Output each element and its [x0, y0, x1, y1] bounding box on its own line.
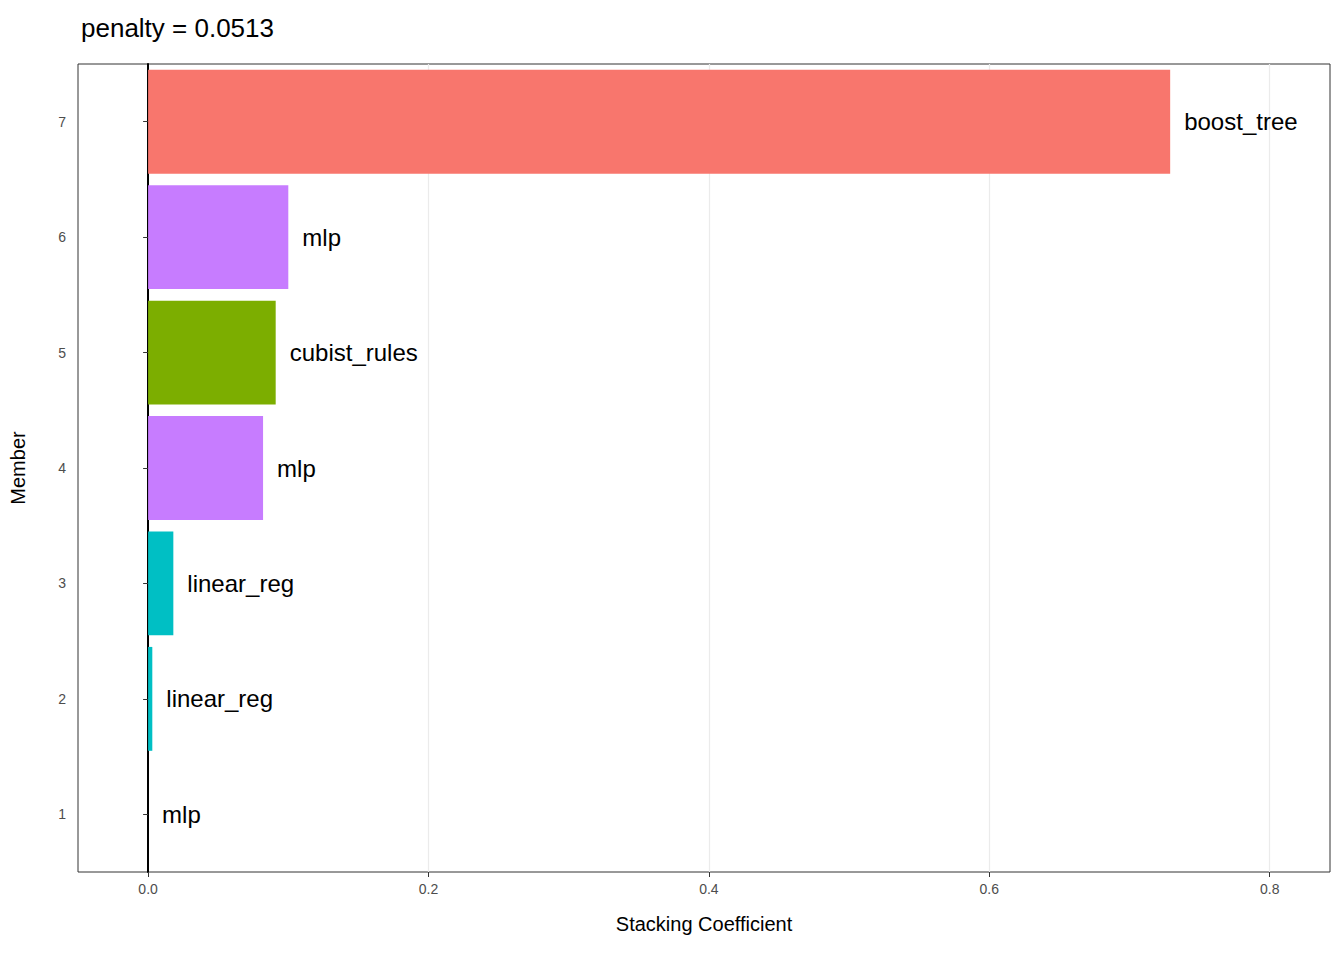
- svg-text:2: 2: [58, 691, 66, 707]
- svg-text:0.0: 0.0: [138, 881, 158, 897]
- svg-text:3: 3: [58, 575, 66, 591]
- svg-text:0.2: 0.2: [419, 881, 439, 897]
- svg-text:7: 7: [58, 114, 66, 130]
- svg-text:0.6: 0.6: [980, 881, 1000, 897]
- svg-text:Member: Member: [7, 431, 29, 505]
- svg-text:cubist_rules: cubist_rules: [290, 339, 418, 366]
- svg-text:1: 1: [58, 806, 66, 822]
- svg-text:boost_tree: boost_tree: [1184, 108, 1297, 135]
- svg-text:5: 5: [58, 345, 66, 361]
- svg-text:4: 4: [58, 460, 66, 476]
- svg-text:mlp: mlp: [162, 801, 201, 828]
- svg-text:Stacking Coefficient: Stacking Coefficient: [616, 913, 793, 935]
- svg-text:linear_reg: linear_reg: [187, 570, 294, 597]
- svg-text:0.4: 0.4: [699, 881, 719, 897]
- svg-text:penalty = 0.0513: penalty = 0.0513: [81, 13, 274, 43]
- svg-text:6: 6: [58, 229, 66, 245]
- svg-text:mlp: mlp: [302, 224, 341, 251]
- svg-text:linear_reg: linear_reg: [166, 685, 273, 712]
- svg-text:0.8: 0.8: [1260, 881, 1280, 897]
- svg-text:mlp: mlp: [277, 455, 316, 482]
